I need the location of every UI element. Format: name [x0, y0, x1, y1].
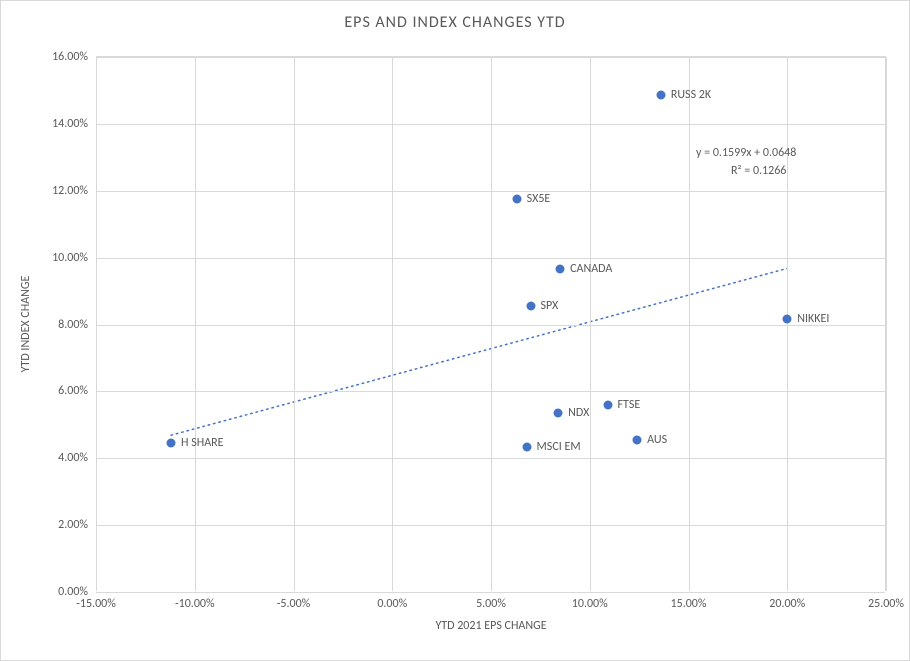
gridline-vertical	[787, 57, 788, 591]
gridline-vertical	[392, 57, 393, 591]
data-point-label: SPX	[541, 299, 559, 313]
x-tick-label: 0.00%	[377, 591, 407, 611]
x-tick-label: -10.00%	[175, 591, 215, 611]
data-point-label: NDX	[568, 406, 589, 420]
gridline-vertical	[294, 57, 295, 591]
y-tick-label: 6.00%	[58, 384, 96, 398]
gridline-vertical	[96, 57, 97, 591]
data-point	[554, 409, 563, 418]
gridline-vertical	[195, 57, 196, 591]
data-point-label: AUS	[647, 433, 667, 447]
data-point	[633, 435, 642, 444]
plot-area: 0.00%2.00%4.00%6.00%8.00%10.00%12.00%14.…	[96, 56, 886, 591]
x-tick-label: 15.00%	[671, 591, 707, 611]
x-axis-title: YTD 2021 EPS CHANGE	[96, 619, 886, 633]
data-point-label: H SHARE	[181, 436, 224, 450]
y-tick-label: 2.00%	[58, 518, 96, 532]
trendline-equation: y = 0.1599x + 0.0648	[696, 146, 796, 160]
data-point	[556, 265, 565, 274]
data-point	[603, 400, 612, 409]
y-axis-title: YTD INDEX CHANGE	[19, 275, 33, 372]
data-point-label: MSCI EM	[537, 440, 581, 454]
x-tick-label: 25.00%	[868, 591, 904, 611]
data-point	[167, 439, 176, 448]
gridline-vertical	[491, 57, 492, 591]
data-point-label: NIKKEI	[797, 312, 829, 326]
data-point	[783, 315, 792, 324]
data-point	[512, 195, 521, 204]
x-tick-label: 10.00%	[572, 591, 608, 611]
chart-container: EPS AND INDEX CHANGES YTD 0.00%2.00%4.00…	[0, 0, 910, 661]
y-tick-label: 10.00%	[52, 251, 96, 265]
data-point-label: RUSS 2K	[671, 88, 711, 102]
data-point	[526, 302, 535, 311]
y-tick-label: 12.00%	[52, 184, 96, 198]
y-tick-label: 4.00%	[58, 451, 96, 465]
gridline-vertical	[590, 57, 591, 591]
x-tick-label: -15.00%	[76, 591, 116, 611]
data-point-label: CANADA	[570, 262, 612, 276]
x-tick-label: 20.00%	[769, 591, 805, 611]
y-tick-label: 14.00%	[52, 117, 96, 131]
data-point	[656, 91, 665, 100]
trendline-r2: R² = 0.1266	[731, 164, 786, 178]
x-tick-label: 5.00%	[476, 591, 506, 611]
y-tick-label: 16.00%	[52, 50, 96, 64]
data-point-label: SX5E	[527, 192, 551, 206]
chart-title: EPS AND INDEX CHANGES YTD	[1, 13, 909, 32]
data-point	[522, 442, 531, 451]
x-tick-label: -5.00%	[277, 591, 311, 611]
data-point-label: FTSE	[618, 398, 641, 412]
gridline-vertical	[689, 57, 690, 591]
gridline-vertical	[886, 57, 887, 591]
y-tick-label: 8.00%	[58, 318, 96, 332]
